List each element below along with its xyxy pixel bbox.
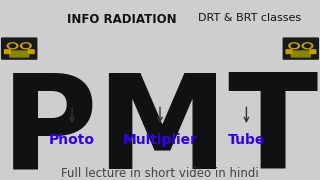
- Text: Photo: Photo: [49, 133, 95, 147]
- Text: DRT & BRT classes: DRT & BRT classes: [198, 13, 301, 23]
- Circle shape: [289, 43, 300, 49]
- FancyBboxPatch shape: [285, 49, 292, 54]
- Text: Full lecture in short video in hindi: Full lecture in short video in hindi: [61, 167, 259, 180]
- Text: Tube: Tube: [228, 133, 265, 147]
- Circle shape: [10, 44, 16, 48]
- FancyBboxPatch shape: [9, 50, 29, 58]
- FancyBboxPatch shape: [1, 37, 37, 60]
- Text: PMT: PMT: [1, 68, 319, 180]
- Circle shape: [7, 43, 18, 49]
- Circle shape: [302, 43, 313, 49]
- Circle shape: [291, 44, 297, 48]
- FancyBboxPatch shape: [4, 49, 11, 54]
- FancyBboxPatch shape: [291, 50, 311, 58]
- Text: INFO RADIATION: INFO RADIATION: [67, 13, 176, 26]
- FancyBboxPatch shape: [309, 49, 316, 54]
- FancyBboxPatch shape: [28, 49, 35, 54]
- Circle shape: [23, 44, 29, 48]
- FancyBboxPatch shape: [283, 37, 319, 60]
- Circle shape: [20, 43, 31, 49]
- Circle shape: [304, 44, 310, 48]
- Text: Multiplier: Multiplier: [123, 133, 197, 147]
